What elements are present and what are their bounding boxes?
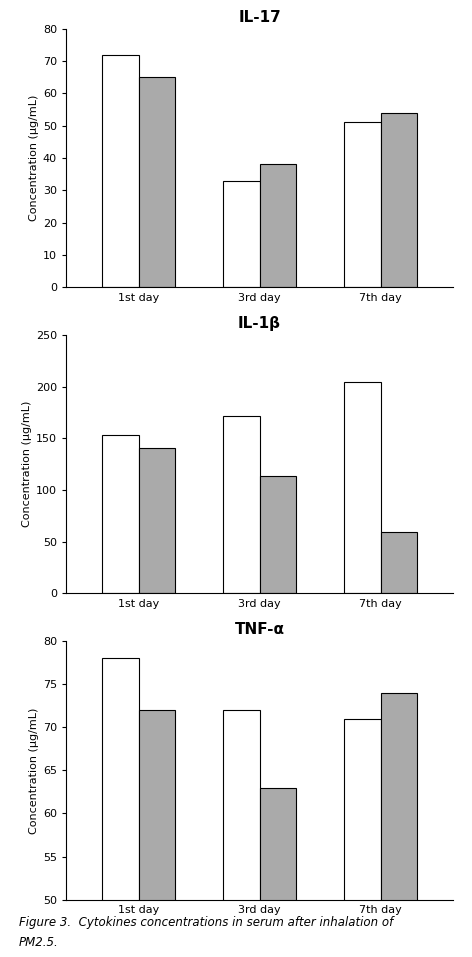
Title: IL-1β: IL-1β xyxy=(238,316,281,331)
Bar xyxy=(139,710,175,957)
Y-axis label: Concentration (μg/mL): Concentration (μg/mL) xyxy=(29,95,39,221)
Bar xyxy=(102,435,139,593)
Bar xyxy=(223,181,260,287)
Bar xyxy=(260,165,296,287)
Title: IL-17: IL-17 xyxy=(238,10,281,25)
Bar xyxy=(223,415,260,593)
Text: PM2.5.: PM2.5. xyxy=(19,936,59,949)
Bar xyxy=(139,448,175,593)
Bar xyxy=(260,476,296,593)
Bar xyxy=(344,719,380,957)
Bar xyxy=(380,693,417,957)
Bar xyxy=(380,113,417,287)
Bar xyxy=(380,532,417,593)
Y-axis label: Concentration (μg/mL): Concentration (μg/mL) xyxy=(29,707,39,834)
Bar xyxy=(344,122,380,287)
Y-axis label: Concentration (μg/mL): Concentration (μg/mL) xyxy=(22,401,32,527)
Bar xyxy=(223,710,260,957)
Bar xyxy=(102,658,139,957)
Bar xyxy=(139,78,175,287)
Bar xyxy=(260,788,296,957)
Text: Figure 3.  Cytokines concentrations in serum after inhalation of: Figure 3. Cytokines concentrations in se… xyxy=(19,916,393,929)
Bar xyxy=(344,383,380,593)
Bar xyxy=(102,55,139,287)
Title: TNF-α: TNF-α xyxy=(235,622,285,637)
